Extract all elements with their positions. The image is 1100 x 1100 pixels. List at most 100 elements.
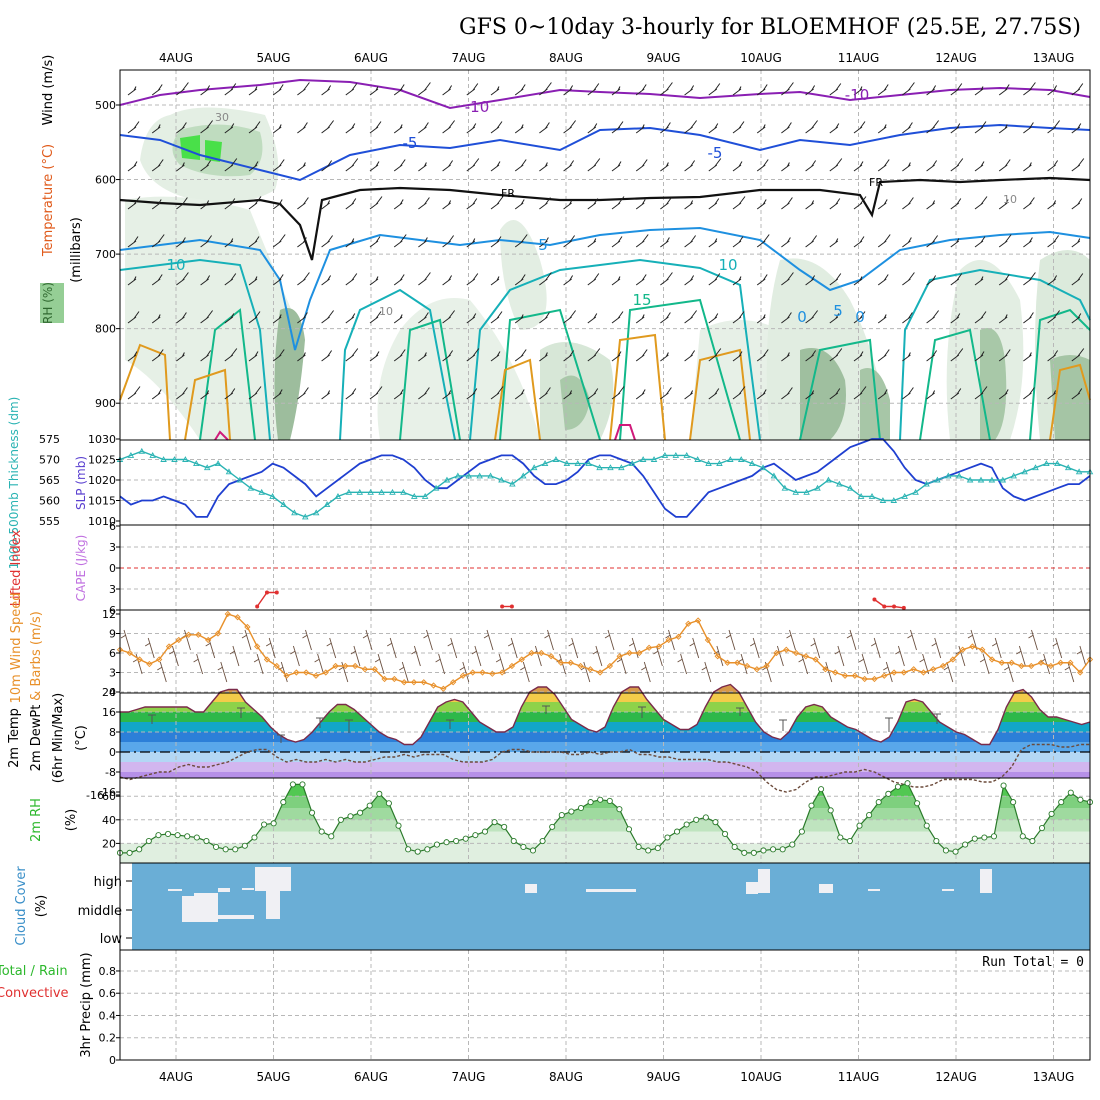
- wind-barb: [321, 310, 334, 324]
- rh2m-point: [318, 828, 325, 835]
- cloud-cell: [746, 882, 758, 894]
- wind-barb: [756, 349, 769, 362]
- cloud-ylabels: Cloud Cover (%): [14, 866, 49, 946]
- rh2m-point: [962, 841, 969, 848]
- wind10m-marker: [949, 656, 956, 663]
- wind10m-marker: [352, 662, 359, 670]
- wind-barb: [151, 159, 164, 172]
- rh2m-point: [597, 796, 604, 803]
- wind-barb: [950, 273, 963, 286]
- wind10m-frame: [119, 609, 1091, 694]
- wind10m-ticks: 0 3 6 9 12: [102, 608, 120, 699]
- wind10m-marker: [802, 653, 809, 660]
- thickness-marker: [716, 460, 723, 467]
- wind-barb: [1047, 160, 1059, 172]
- wind-barb: [176, 312, 187, 324]
- rh2m-point: [942, 847, 949, 854]
- wind-barb: [418, 237, 428, 248]
- y-axis-label: Wind (m/s): [41, 55, 56, 126]
- rh2m-point: [577, 804, 585, 812]
- wind-barb: [732, 236, 744, 248]
- wind-barb: [563, 160, 575, 172]
- wind10m-barb: [350, 645, 361, 667]
- wind-barb: [200, 350, 212, 362]
- wind-barb: [1047, 275, 1058, 286]
- wind-barb: [781, 272, 794, 286]
- lifted-ticks: 6 3 0 3 6: [109, 520, 120, 617]
- contour-label: 10: [718, 256, 737, 274]
- thickness-marker: [770, 472, 778, 479]
- wind-barb: [151, 274, 163, 286]
- thickness-marker: [498, 476, 505, 483]
- wind-barb: [224, 198, 236, 210]
- minmax-errorbar: [345, 719, 353, 733]
- wind-barb: [902, 122, 913, 134]
- wind10m-marker: [449, 679, 457, 686]
- temp-color-band: [120, 762, 1090, 772]
- wind10m-barb: [411, 645, 421, 667]
- wind-barb: [877, 84, 889, 96]
- wind-barb: [1071, 388, 1083, 400]
- wind-barb: [1023, 162, 1032, 172]
- wind10m-marker: [743, 662, 751, 670]
- lifted-series: [255, 590, 906, 610]
- wind10m-marker: [361, 666, 369, 673]
- wind-barb: [563, 120, 576, 134]
- wind-barb: [297, 387, 309, 400]
- lifted-index-panel: 6 3 0 3 6 Lifted Index CAPE (J/kg): [9, 520, 1091, 617]
- wind-barb: [1071, 273, 1084, 286]
- wind-barb: [369, 236, 381, 248]
- wind10m-barb: [362, 629, 373, 651]
- cloud-cell: [980, 869, 992, 893]
- rh2m-point: [136, 846, 143, 853]
- wind-barb: [272, 84, 284, 96]
- y-tick-label: 700: [95, 248, 116, 261]
- cloud-level-label: low: [100, 932, 123, 947]
- wind-barb: [442, 310, 455, 324]
- rh2m-point: [549, 823, 556, 830]
- thickness-marker: [247, 484, 255, 491]
- rh2m-point: [933, 837, 940, 845]
- wind10m-marker: [469, 669, 476, 676]
- wind-barb: [442, 235, 455, 248]
- wind-barb: [805, 390, 815, 400]
- wind10m-marker: [596, 669, 604, 676]
- lifted-index-point: [892, 604, 897, 609]
- rh2m-point: [539, 837, 546, 845]
- rh2m-point: [664, 834, 671, 841]
- cloud-cell: [266, 891, 280, 919]
- wind-barb: [418, 312, 429, 324]
- rh2m-point: [894, 783, 901, 790]
- rh-shading: [125, 107, 1090, 440]
- minmax-errorbar: [316, 717, 324, 728]
- wind10m-barb: [314, 653, 325, 675]
- wind10m-marker: [479, 669, 486, 676]
- bottom-date-label: 13AUG: [1033, 1070, 1075, 1084]
- cloud-level-label: high: [94, 875, 122, 890]
- wind-barb: [563, 390, 573, 400]
- thickness-marker: [563, 460, 571, 467]
- rh-base-band: [120, 843, 1090, 863]
- wind-barb: [563, 200, 573, 210]
- wind-barb: [829, 388, 841, 400]
- wind-barb: [1023, 82, 1036, 96]
- wind-barb: [539, 237, 549, 248]
- rh2m-point: [309, 809, 316, 816]
- convective-label: Convective: [0, 986, 69, 1001]
- lifted-grid: [120, 525, 1090, 610]
- wind-barb: [369, 161, 380, 172]
- thickness-marker: [890, 497, 898, 503]
- wind-barb: [635, 349, 648, 362]
- wind-barb: [660, 82, 673, 96]
- wind-barb: [756, 234, 770, 248]
- wind-barb: [902, 162, 911, 172]
- wind10m-marker: [773, 649, 780, 657]
- wind-barb: [200, 120, 213, 134]
- wind-barb: [176, 82, 189, 96]
- minmax-errorbar: [446, 719, 454, 729]
- thickness-marker: [487, 472, 494, 479]
- wind-barb: [805, 160, 817, 172]
- cloud-unit-label: (%): [34, 895, 49, 918]
